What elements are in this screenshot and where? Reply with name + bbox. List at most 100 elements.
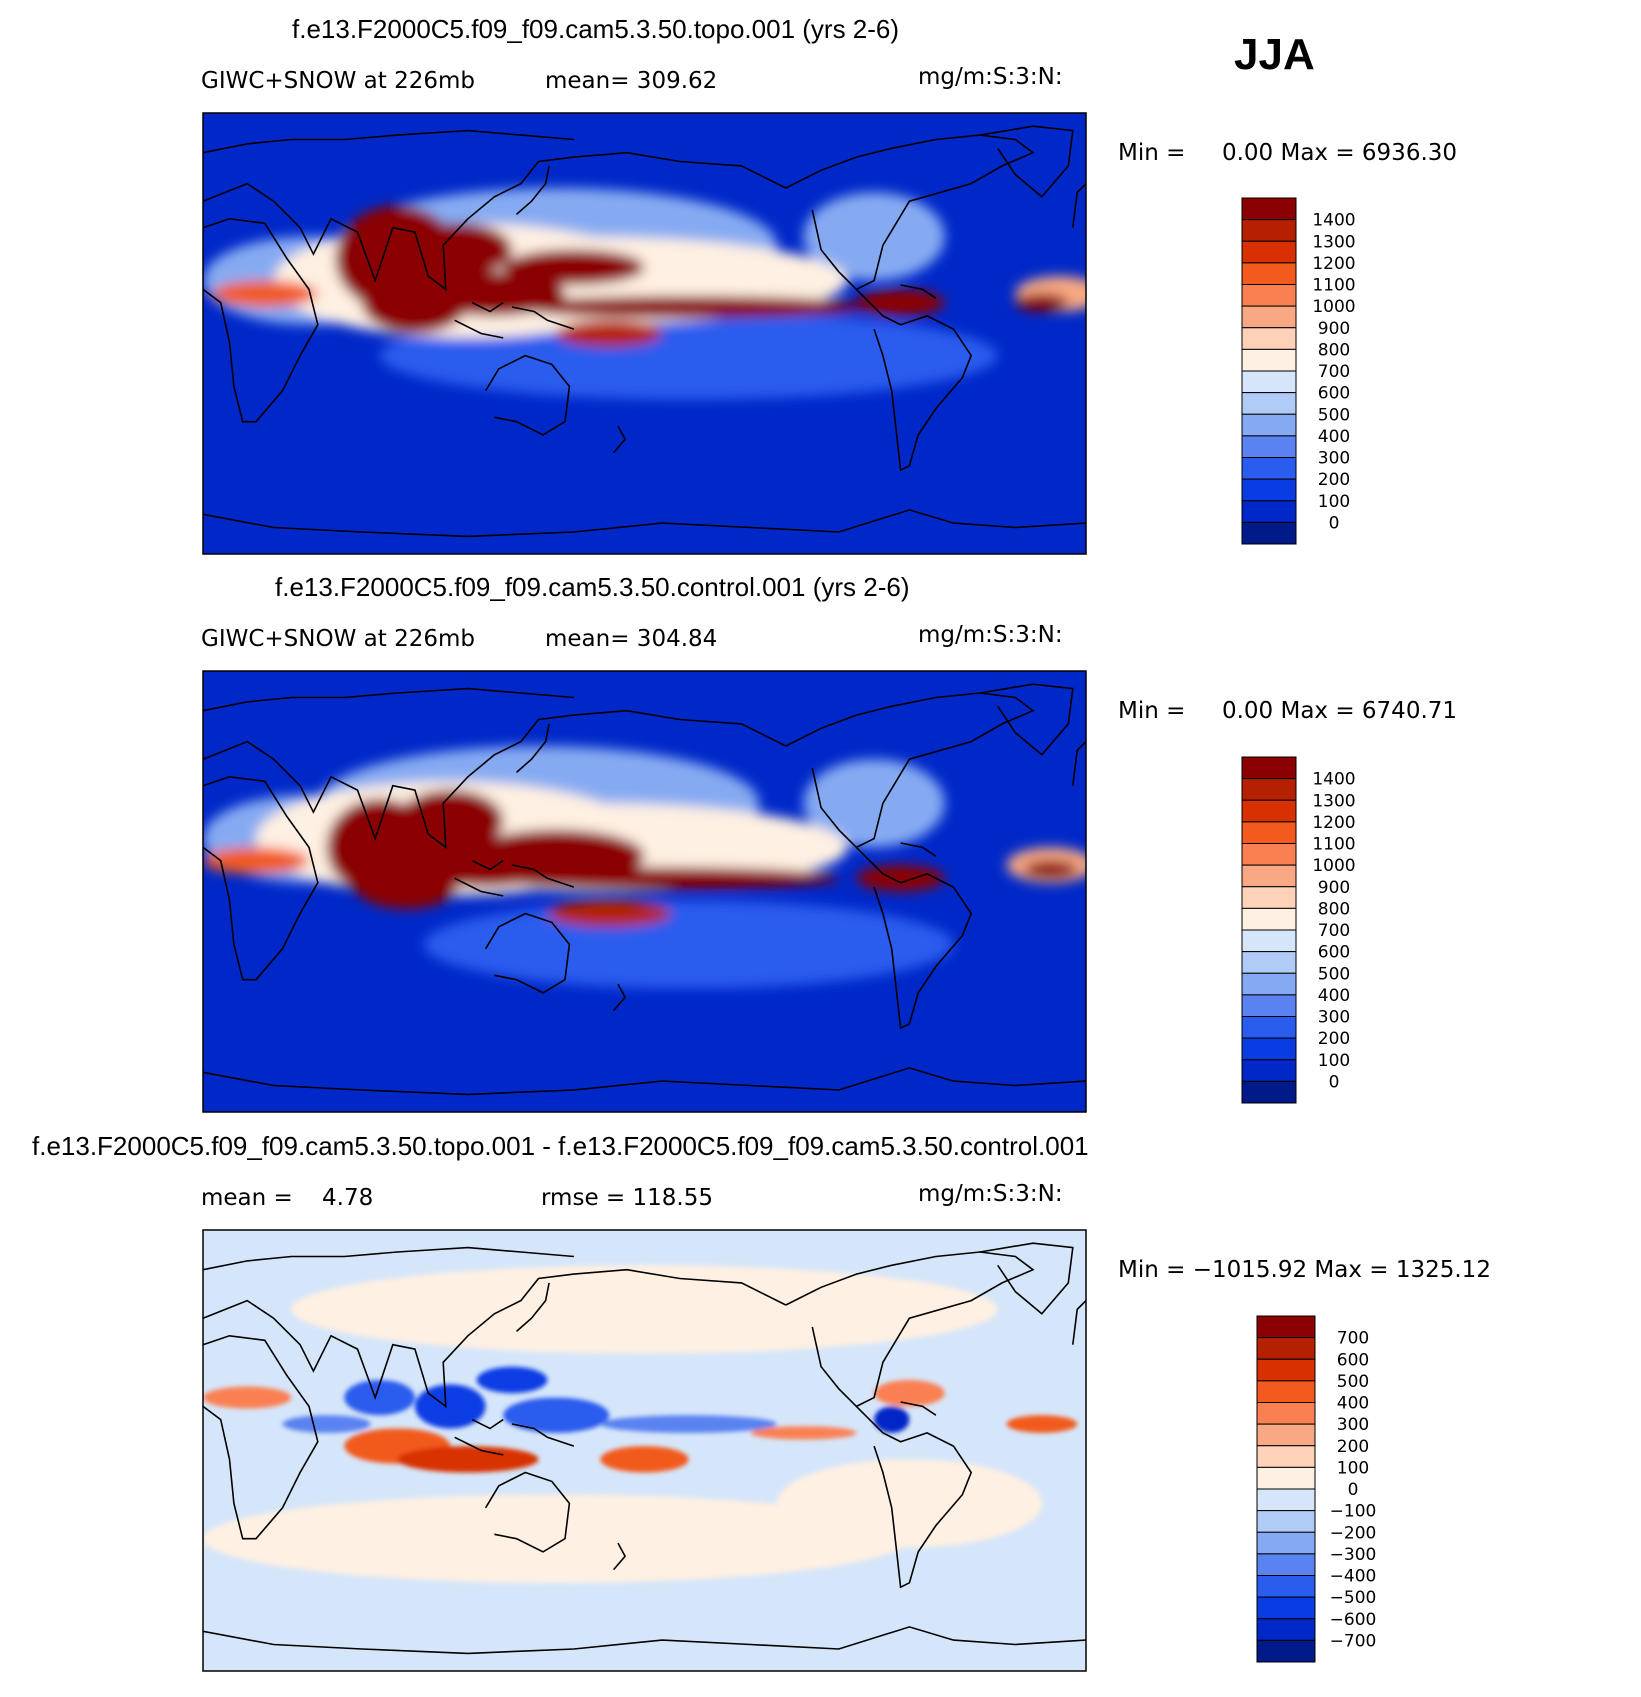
map-3-field-6 [600, 1446, 689, 1473]
colorbar-2-tick-label: 800 [1318, 899, 1350, 919]
colorbar-2-tick-label: 400 [1318, 986, 1350, 1006]
map-3-field-3 [203, 1386, 292, 1409]
map-3-field-9 [874, 1379, 945, 1407]
map-3-field-15 [874, 1406, 910, 1433]
colorbar-2-tick-label: 500 [1318, 964, 1350, 984]
map-1-coastline-9 [785, 134, 1035, 291]
colorbar-3-swatch-7 [1256, 1466, 1316, 1490]
colorbar-1-tick-label: 600 [1318, 384, 1350, 404]
colorbar-2-swatch-15 [1241, 1080, 1297, 1104]
map-3-coastline-12 [979, 1242, 1074, 1315]
colorbar-3-swatch-10 [1256, 1531, 1316, 1555]
panel-2-title: f.e13.F2000C5.f09_f09.cam5.3.50.control.… [275, 572, 910, 602]
colorbar-1-swatch-0 [1241, 197, 1297, 221]
colorbar-3-swatch-9 [1256, 1510, 1316, 1533]
colorbar-3-tick-label: 500 [1337, 1372, 1369, 1392]
colorbar-3-swatch-8 [1256, 1488, 1316, 1512]
map-1-coastline-4 [454, 319, 504, 339]
map-3-coastline-14 [203, 1626, 1086, 1655]
colorbar-3-tick-label: 200 [1337, 1437, 1369, 1457]
map-2-field-2 [803, 759, 945, 848]
map-2-coastline-12 [979, 683, 1074, 756]
colorbar-2-swatch-9 [1241, 951, 1297, 974]
colorbar-3-swatch-0 [1256, 1315, 1316, 1339]
map-1-coastline-5 [471, 301, 504, 313]
map-3-coastline-11 [900, 1401, 937, 1416]
colorbar-1-tick-label: 0 [1329, 513, 1340, 533]
map-2-coastline-6 [511, 864, 575, 888]
map-3-field-8 [1006, 1415, 1078, 1433]
map-1-coastline-2 [203, 129, 574, 154]
colorbar-2-swatch-14 [1241, 1059, 1297, 1082]
colorbar-2-swatch-13 [1241, 1037, 1297, 1061]
colorbar-1-tick-label: 1000 [1312, 297, 1355, 317]
panel-3-title: f.e13.F2000C5.f09_f09.cam5.3.50.topo.001… [32, 1131, 1089, 1161]
colorbar-2-swatch-2 [1241, 799, 1297, 823]
colorbar-2-tick-label: 600 [1318, 943, 1350, 963]
map-1-field-14 [556, 320, 663, 347]
map-3-coastline-7 [484, 1471, 571, 1553]
map-panel-1 [203, 113, 1086, 554]
map-3-coastline-3 [515, 1282, 550, 1333]
map-3-field-16 [282, 1415, 371, 1433]
map-panel-3 [203, 1230, 1086, 1671]
map-panel-2 [203, 671, 1086, 1112]
map-2-frame [202, 670, 1087, 1113]
colorbar-2-swatch-7 [1241, 907, 1297, 931]
map-2-field-10 [397, 790, 504, 852]
panel-3-mean-label: mean = 4.78 [201, 1185, 374, 1211]
colorbar-2-tick-label: 1300 [1312, 791, 1355, 811]
map-2-coastline-8 [612, 983, 627, 1012]
panel-2-minmax-label: Min = 0.00 Max = 6740.71 [1118, 698, 1458, 724]
colorbar-2-tick-label: 1000 [1312, 856, 1355, 876]
map-1-field-7 [211, 280, 318, 308]
colorbar-3-swatch-3 [1256, 1380, 1316, 1403]
colorbar-3-tick-label: 300 [1337, 1415, 1369, 1435]
map-3-frame [202, 1229, 1087, 1672]
map-1-coastline-10 [855, 288, 973, 472]
map-1-field-16 [1015, 293, 1069, 312]
colorbar-2-swatch-12 [1241, 1016, 1297, 1039]
colorbar-1-swatch-10 [1241, 413, 1297, 437]
colorbar-1-tick-label: 1400 [1312, 211, 1355, 231]
panel-2-mean-label: mean= 304.84 [545, 626, 718, 652]
colorbar-3-tick-label: 0 [1348, 1480, 1359, 1500]
colorbar-2-tick-label: 300 [1318, 1008, 1350, 1028]
panel-1-minmax-label: Min = 0.00 Max = 6936.30 [1118, 140, 1458, 166]
colorbar-2-tick-label: 1100 [1312, 835, 1355, 855]
map-3-coastline-6 [511, 1423, 575, 1447]
map-2-field-14 [547, 900, 671, 927]
map-2-coastline-3 [515, 723, 550, 774]
colorbar-2: 1400130012001100100090080070060050040030… [1241, 756, 1356, 1104]
colorbar-3-swatch-4 [1256, 1402, 1316, 1425]
colorbar-2-swatch-4 [1241, 843, 1297, 866]
map-3-coastline-13 [1072, 1300, 1086, 1345]
map-2-coastline-1 [203, 709, 787, 850]
colorbar-1-swatch-13 [1241, 478, 1297, 502]
map-2-background [203, 671, 1086, 1112]
colorbar-2-tick-label: 1400 [1312, 770, 1355, 790]
map-2-coastline-14 [203, 1067, 1086, 1096]
map-1-coastline-11 [900, 284, 937, 299]
colorbar-3-swatch-6 [1256, 1445, 1316, 1468]
colorbar-1-swatch-15 [1241, 521, 1297, 545]
map-1-coastline-1 [203, 151, 787, 292]
colorbar-1-tick-label: 200 [1318, 470, 1350, 490]
colorbar-1-tick-label: 400 [1318, 427, 1350, 447]
colorbar-2-tick-label: 700 [1318, 921, 1350, 941]
map-2-field-7 [203, 847, 309, 874]
colorbar-1-tick-label: 100 [1318, 492, 1350, 512]
colorbar-2-tick-label: 900 [1318, 878, 1350, 898]
map-1-field-2 [803, 192, 945, 281]
colorbar-2-swatch-1 [1241, 778, 1297, 801]
map-2-coastline-2 [203, 687, 574, 712]
colorbar-3-tick-label: −100 [1330, 1502, 1377, 1522]
colorbar-1-swatch-8 [1241, 370, 1297, 394]
panel-2-variable-label: GIWC+SNOW at 226mb [201, 626, 475, 652]
map-3-coastline-0 [203, 1334, 319, 1540]
map-1-coastline-0 [203, 217, 319, 423]
map-3-field-11 [414, 1384, 486, 1429]
panel-1-mean-label: mean= 309.62 [545, 68, 718, 94]
colorbar-3-swatch-11 [1256, 1553, 1316, 1576]
